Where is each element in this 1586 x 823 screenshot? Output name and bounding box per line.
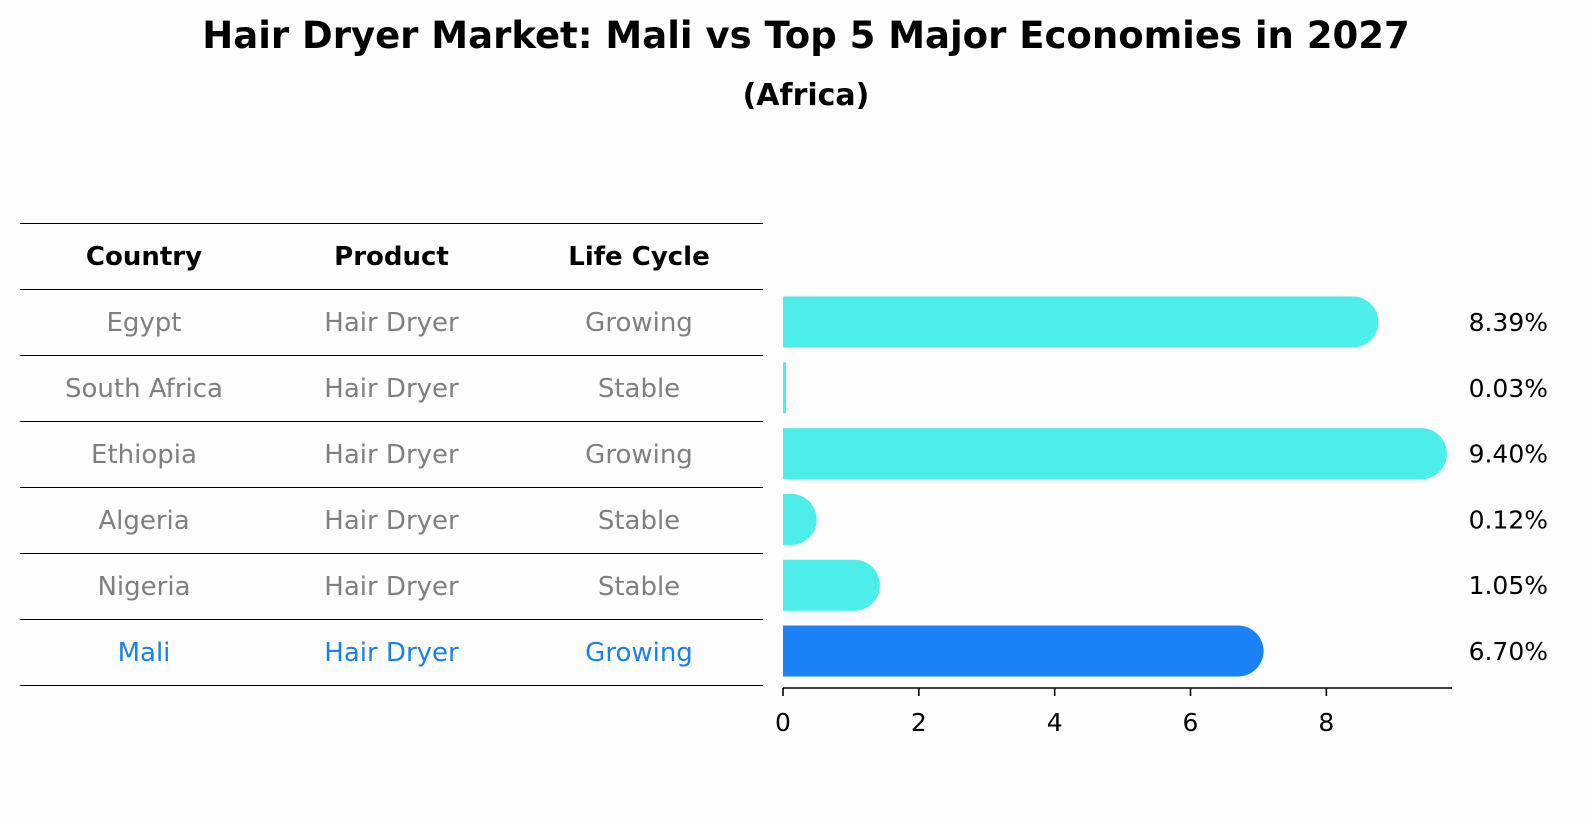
table-row: Ethiopia Hair Dryer Growing — [20, 421, 763, 488]
life-cycle-cell: Stable — [515, 553, 763, 620]
country-cell: Algeria — [20, 487, 268, 554]
product-cell: Hair Dryer — [268, 289, 515, 356]
table-row: Egypt Hair Dryer Growing — [20, 289, 763, 356]
table-header-row: Country Product Life Cycle — [20, 223, 763, 290]
table-row: Algeria Hair Dryer Stable — [20, 487, 763, 554]
product-cell: Hair Dryer — [268, 619, 515, 686]
chart-subtitle: (Africa) — [742, 78, 870, 113]
bar — [783, 625, 1264, 677]
table-row: South Africa Hair Dryer Stable — [20, 355, 763, 422]
header-country: Country — [20, 223, 268, 290]
bar — [783, 296, 1379, 348]
x-tick-label: 0 — [775, 708, 791, 737]
bar — [783, 362, 787, 414]
country-cell: South Africa — [20, 355, 268, 422]
bar — [783, 559, 880, 611]
life-cycle-cell: Growing — [515, 619, 763, 686]
x-tick-label: 6 — [1183, 708, 1199, 737]
life-cycle-cell: Growing — [515, 289, 763, 356]
product-cell: Hair Dryer — [268, 355, 515, 422]
chart-title: Hair Dryer Market: Mali vs Top 5 Major E… — [202, 14, 1410, 57]
bar-value-label: 1.05% — [1469, 571, 1548, 600]
bar — [783, 493, 817, 545]
bar-value-label: 6.70% — [1469, 637, 1548, 666]
life-cycle-cell: Stable — [515, 487, 763, 554]
country-cell: Nigeria — [20, 553, 268, 620]
country-cell: Egypt — [20, 289, 268, 356]
header-product: Product — [268, 223, 515, 290]
header-life-cycle: Life Cycle — [515, 223, 763, 290]
country-cell: Ethiopia — [20, 421, 268, 488]
product-cell: Hair Dryer — [268, 421, 515, 488]
x-tick-label: 2 — [911, 708, 927, 737]
life-cycle-cell: Stable — [515, 355, 763, 422]
bar-value-label: 0.12% — [1469, 505, 1548, 534]
market-table: Country Product Life Cycle Egypt Hair Dr… — [20, 223, 763, 686]
x-tick-label: 4 — [1047, 708, 1063, 737]
bar-value-label: 8.39% — [1469, 308, 1548, 337]
product-cell: Hair Dryer — [268, 487, 515, 554]
table-row-highlight: Mali Hair Dryer Growing — [20, 619, 763, 686]
bar-value-label: 0.03% — [1469, 374, 1548, 403]
product-cell: Hair Dryer — [268, 553, 515, 620]
x-tick-label: 8 — [1318, 708, 1334, 737]
life-cycle-cell: Growing — [515, 421, 763, 488]
bar-value-label: 9.40% — [1469, 440, 1548, 469]
bar — [783, 428, 1447, 480]
country-cell: Mali — [20, 619, 268, 686]
table-row: Nigeria Hair Dryer Stable — [20, 553, 763, 620]
